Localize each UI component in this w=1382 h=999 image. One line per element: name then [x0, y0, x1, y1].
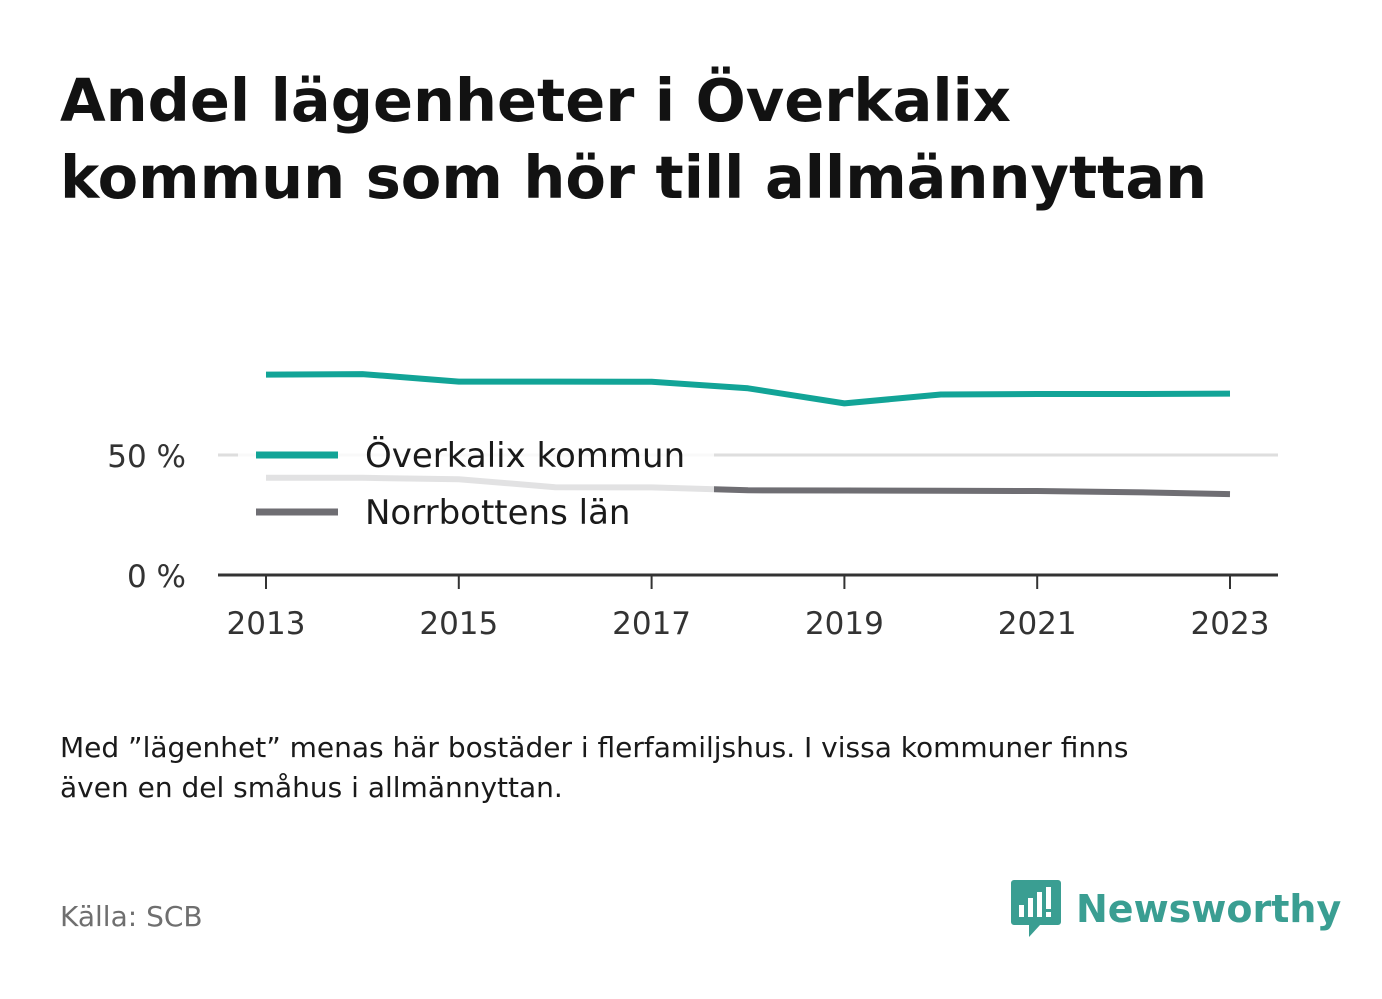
x-tick-label: 2013 — [227, 606, 306, 642]
series-line-1 — [265, 371, 1231, 407]
x-tick-label: 2019 — [805, 606, 884, 642]
x-tick-label: 2021 — [998, 606, 1077, 642]
x-tick-label: 2023 — [1191, 606, 1270, 642]
brand-logo: Newsworthy — [1010, 878, 1341, 940]
legend-label-1: Överkalix kommun — [365, 435, 685, 476]
y-tick-label: 50 % — [107, 439, 186, 475]
newsworthy-logo-icon — [1011, 880, 1061, 937]
x-tick-label: 2015 — [419, 606, 498, 642]
brand-name: Newsworthy — [1076, 887, 1342, 931]
legend: Överkalix kommun Norrbottens län — [238, 426, 714, 545]
x-tick-label: 2017 — [612, 606, 691, 642]
legend-background — [238, 426, 714, 545]
note-line-1: Med ”lägenhet” menas här bostäder i fler… — [60, 731, 1129, 764]
title-line-1: Andel lägenheter i Överkalix — [60, 66, 1011, 135]
source-label: Källa: SCB — [60, 900, 203, 933]
title-line-2: kommun som hör till allmännyttan — [60, 143, 1208, 212]
y-tick-label: 0 % — [127, 559, 186, 595]
legend-label-2: Norrbottens län — [365, 493, 630, 533]
note-line-2: även en del småhus i allmännyttan. — [60, 771, 563, 804]
axis-layer: 0 % 50 % 2013 2015 2017 2019 2021 2023 — [107, 439, 1278, 642]
chart-note: Med ”lägenhet” menas här bostäder i fler… — [60, 728, 1300, 808]
chart-title: Andel lägenheter i Överkalix kommun som … — [60, 62, 1320, 216]
